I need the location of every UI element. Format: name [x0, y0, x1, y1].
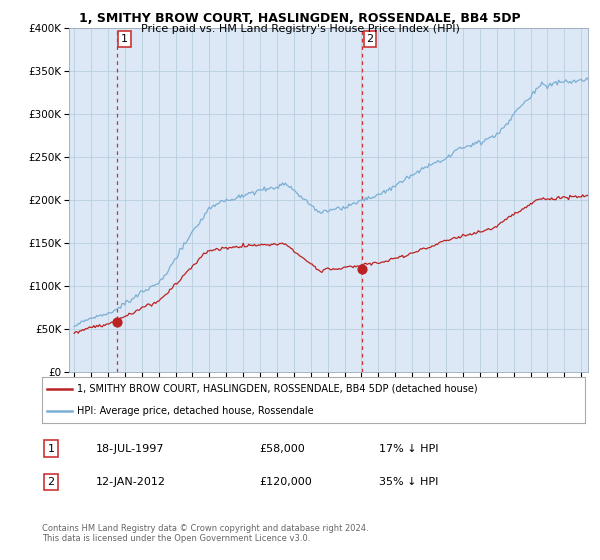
Text: 18-JUL-1997: 18-JUL-1997	[97, 444, 165, 454]
Text: 1, SMITHY BROW COURT, HASLINGDEN, ROSSENDALE, BB4 5DP: 1, SMITHY BROW COURT, HASLINGDEN, ROSSEN…	[79, 12, 521, 25]
Text: 12-JAN-2012: 12-JAN-2012	[97, 477, 166, 487]
Text: 17% ↓ HPI: 17% ↓ HPI	[379, 444, 438, 454]
Text: 1: 1	[47, 444, 55, 454]
Point	[358, 265, 367, 274]
Text: Price paid vs. HM Land Registry's House Price Index (HPI): Price paid vs. HM Land Registry's House …	[140, 24, 460, 34]
Text: 1, SMITHY BROW COURT, HASLINGDEN, ROSSENDALE, BB4 5DP (detached house): 1, SMITHY BROW COURT, HASLINGDEN, ROSSEN…	[77, 384, 478, 394]
Point	[112, 318, 122, 327]
Text: HPI: Average price, detached house, Rossendale: HPI: Average price, detached house, Ross…	[77, 406, 314, 416]
Text: 35% ↓ HPI: 35% ↓ HPI	[379, 477, 438, 487]
Text: £120,000: £120,000	[259, 477, 312, 487]
Text: 2: 2	[47, 477, 55, 487]
Text: 1: 1	[121, 34, 128, 44]
Text: Contains HM Land Registry data © Crown copyright and database right 2024.
This d: Contains HM Land Registry data © Crown c…	[42, 524, 368, 543]
Text: 2: 2	[367, 34, 373, 44]
Text: £58,000: £58,000	[259, 444, 305, 454]
